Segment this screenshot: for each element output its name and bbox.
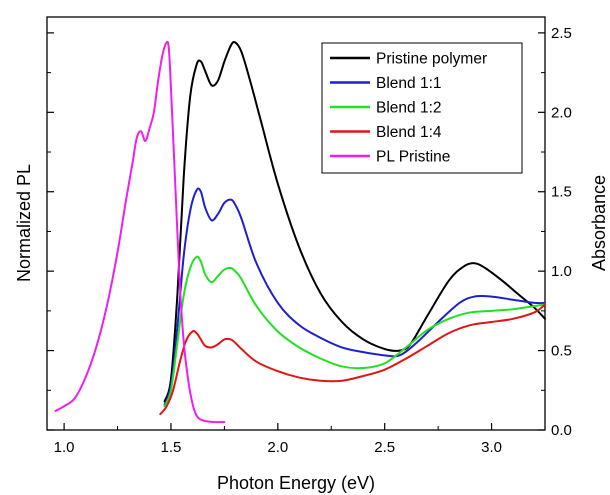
series-line-blend-1-4 bbox=[159, 303, 546, 416]
left-ticks-layer bbox=[47, 32, 54, 431]
series-line-pristine-polymer bbox=[163, 41, 546, 403]
series-line-blend-1-2 bbox=[163, 255, 546, 408]
legend-label: Blend 1:4 bbox=[376, 124, 442, 141]
series-layer bbox=[54, 40, 546, 424]
x-axis-title: Photon Energy (eV) bbox=[217, 473, 375, 493]
x-tick-label: 2.0 bbox=[267, 439, 288, 456]
x-tick-label: 3.0 bbox=[481, 439, 502, 456]
series-line-pl-pristine bbox=[54, 40, 226, 424]
y-axis-title-left: Normalized PL bbox=[14, 164, 34, 282]
x-tick-label: 1.0 bbox=[54, 439, 75, 456]
y-right-tick-label: 2.0 bbox=[551, 104, 572, 121]
y-right-tick-label: 1.0 bbox=[551, 263, 572, 280]
ticks-layer: 1.0 1.5 2.0 2.5 3.0 0.0 0.5 1.0 1.5 2.0 2.5 bbox=[54, 25, 572, 456]
legend: Pristine polymer Blend 1:1 Blend 1:2 Blend … bbox=[321, 42, 523, 174]
y-right-tick-label: 0.5 bbox=[551, 343, 572, 360]
x-tick-label: 2.5 bbox=[374, 439, 395, 456]
y-axis-title-right: Absorbance bbox=[589, 175, 609, 271]
legend-label: Pristine polymer bbox=[376, 51, 487, 68]
y-right-tick-label: 0.0 bbox=[551, 422, 572, 439]
y-right-tick-label: 2.5 bbox=[551, 25, 572, 42]
series-line-blend-1-1 bbox=[163, 187, 546, 406]
y-right-tick-label: 1.5 bbox=[551, 184, 572, 201]
plot-frame bbox=[46, 16, 546, 431]
legend-label: Blend 1:2 bbox=[376, 100, 442, 117]
legend-label: PL Pristine bbox=[376, 149, 450, 166]
legend-label: Blend 1:1 bbox=[376, 75, 442, 92]
x-tick-label: 1.5 bbox=[161, 439, 182, 456]
legend-items: Pristine polymer Blend 1:1 Blend 1:2 Blend … bbox=[330, 51, 487, 166]
